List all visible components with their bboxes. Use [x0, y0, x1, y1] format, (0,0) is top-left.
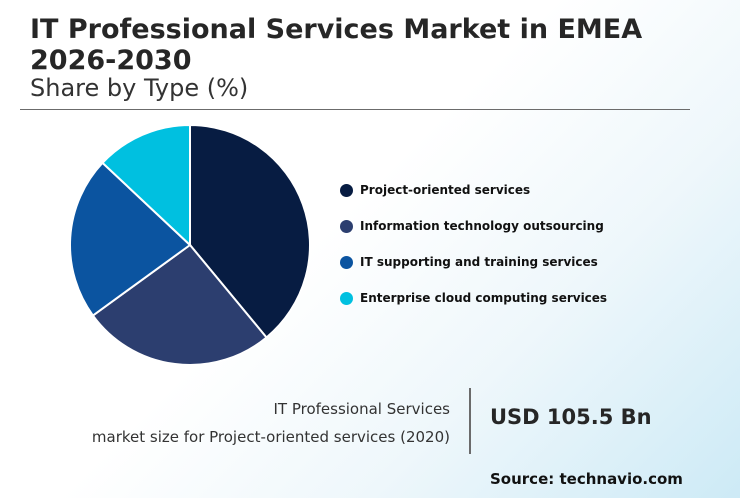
legend-label: Project-oriented services: [360, 183, 531, 197]
legend-item: Information technology outsourcing: [340, 208, 607, 244]
market-size-label: IT Professional Services market size for…: [92, 395, 450, 451]
legend-label: Enterprise cloud computing services: [360, 291, 608, 305]
market-size-label-line2: market size for Project-oriented service…: [91, 428, 450, 446]
market-size-value: USD 105.5 Bn: [490, 405, 652, 429]
legend-label: Information technology outsourcing: [360, 219, 604, 233]
pie-slice-information-technology-outsourcing: [91, 243, 268, 366]
legend-swatch: [340, 255, 353, 269]
footer-divider: [469, 388, 471, 454]
market-size-label-line1: IT Professional Services: [273, 400, 450, 418]
legend-item: Enterprise cloud computing services: [340, 280, 607, 316]
chart-subtitle: Share by Type (%): [30, 74, 249, 102]
source-credit: Source: technavio.com: [490, 470, 683, 488]
legend-label: IT supporting and training services: [360, 255, 598, 269]
legend-item: Project-oriented services: [340, 172, 607, 208]
chart-title: IT Professional Services Market in EMEA …: [30, 14, 643, 76]
legend-swatch: [340, 291, 353, 305]
pie-chart: [69, 123, 311, 366]
pie-slice-it-supporting-and-training-services: [69, 161, 192, 317]
pie-slice-project-oriented-services: [189, 123, 311, 339]
legend-swatch: [340, 219, 353, 233]
pie-slice-enterprise-cloud-computing-services: [101, 123, 191, 248]
legend-item: IT supporting and training services: [340, 244, 607, 280]
title-divider: [20, 109, 690, 110]
chart-legend: Project-oriented services Information tec…: [340, 172, 607, 316]
legend-swatch: [340, 183, 353, 197]
